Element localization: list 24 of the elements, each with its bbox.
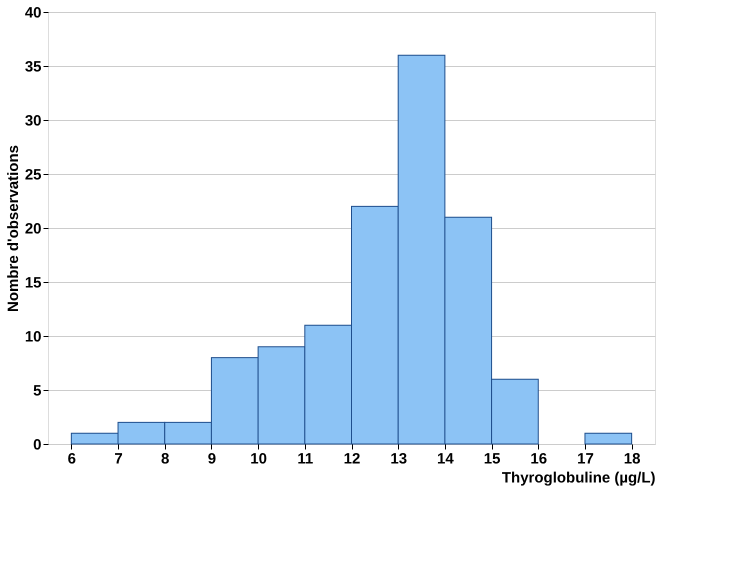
x-tick-label: 17 bbox=[577, 450, 594, 468]
x-tick-label: 7 bbox=[114, 450, 123, 468]
y-tick-label: 35 bbox=[24, 58, 42, 76]
y-tick-label: 20 bbox=[24, 220, 42, 238]
x-tick-label: 6 bbox=[68, 450, 76, 468]
y-tick-label: 25 bbox=[24, 166, 42, 184]
y-tick-label: 15 bbox=[24, 274, 42, 292]
y-tick-label: 0 bbox=[33, 436, 42, 454]
x-tick-label: 12 bbox=[344, 450, 360, 468]
x-tick-label: 11 bbox=[297, 450, 314, 468]
x-tick-label: 9 bbox=[208, 450, 216, 468]
x-tick-label: 14 bbox=[437, 450, 454, 468]
x-tick-label: 18 bbox=[624, 450, 640, 468]
y-axis-title: Nombre d'observations bbox=[4, 145, 22, 312]
x-axis-title: Thyroglobuline (µg/L) bbox=[502, 470, 656, 486]
x-tick-label: 13 bbox=[390, 450, 408, 468]
y-tick-label: 10 bbox=[24, 328, 42, 346]
y-tick-label: 5 bbox=[33, 382, 42, 400]
x-tick-label: 10 bbox=[250, 450, 267, 468]
y-tick-label: 30 bbox=[24, 112, 42, 130]
x-tick-label: 15 bbox=[484, 450, 500, 468]
x-tick-label: 16 bbox=[530, 450, 548, 468]
x-tick-label: 8 bbox=[161, 450, 170, 468]
y-tick-label: 40 bbox=[24, 4, 42, 22]
